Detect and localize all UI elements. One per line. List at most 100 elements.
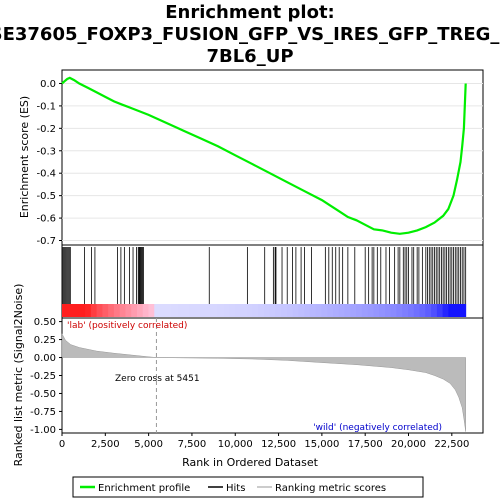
- ranked-bar-segment: [373, 304, 380, 317]
- ranked-bar-segment: [315, 304, 323, 317]
- es-panel-grid: [62, 82, 483, 242]
- legend-item-enrichment: Enrichment profile: [80, 483, 190, 494]
- metric-ytick-label: -0.50: [30, 389, 56, 400]
- ranked-bar-segment: [252, 304, 259, 317]
- ranked-bar-segment: [96, 304, 103, 317]
- ranked-bar-segment: [223, 304, 230, 317]
- metric-ytick-label: -0.25: [30, 371, 56, 382]
- enrichment-profile-line: [61, 76, 467, 235]
- ranked-bar-segment: [442, 304, 449, 317]
- x-tick-label: 12,500: [261, 439, 296, 450]
- ranked-bar-segment: [258, 304, 265, 317]
- ranked-bar-segment: [350, 304, 357, 317]
- ranked-bar-segment: [321, 304, 328, 317]
- legend-enrichment-label: Enrichment profile: [98, 483, 190, 494]
- ranked-bar-segment: [177, 304, 184, 317]
- ranked-bar-segment: [286, 304, 294, 317]
- ranked-bar-segment: [62, 304, 69, 317]
- ranked-bar-segment: [338, 304, 346, 317]
- negative-correlated-label: 'wild' (negatively correlated): [313, 423, 442, 433]
- positive-correlated-label: 'lab' (positively correlated): [67, 321, 187, 331]
- x-tick-label: 17,500: [348, 439, 383, 450]
- ranked-bar-segment: [333, 304, 340, 317]
- ranked-bar-segment: [136, 304, 144, 317]
- ranked-bar-segment: [194, 304, 201, 317]
- ranked-bar-segment: [240, 304, 248, 317]
- ranked-bar-segment: [344, 304, 351, 317]
- ranked-bar-segment: [142, 304, 150, 317]
- x-tick-label: 10,000: [218, 439, 253, 450]
- es-ytick-label: -0.1: [36, 101, 56, 112]
- legend-item-hits: Hits: [208, 483, 245, 494]
- ranked-bar-segment: [454, 304, 461, 317]
- es-panel-yticks: 0.0 -0.1 -0.2 -0.3 -0.4 -0.5 -0.6 -0.7: [36, 79, 62, 247]
- ranked-bar-segment: [90, 304, 98, 317]
- ranked-bar-segment: [275, 304, 282, 317]
- ranked-bar-segment: [200, 304, 207, 317]
- ranked-bar-segment: [131, 304, 138, 317]
- ranked-bar-segment: [108, 304, 115, 317]
- ranked-bar-segment: [229, 304, 236, 317]
- ranked-bar-segment: [119, 304, 126, 317]
- ranked-bar-segment: [425, 304, 432, 317]
- ranked-bar-segment: [85, 304, 92, 317]
- ranked-bar-segment: [309, 304, 317, 317]
- es-ytick-label: 0.0: [40, 79, 56, 90]
- es-panel-frame: [61, 69, 484, 246]
- ranked-bar-segment: [73, 304, 80, 317]
- metric-ytick-label: -0.75: [30, 407, 56, 418]
- es-ylabel: Enrichment score (ES): [18, 96, 31, 218]
- ranked-bar-segment: [327, 304, 334, 317]
- ranked-bar-segment: [171, 304, 178, 317]
- x-tick-label: 5,000: [134, 439, 163, 450]
- es-ytick-label: -0.4: [36, 169, 56, 180]
- x-tick-label: 15,000: [304, 439, 339, 450]
- ranked-bar-segment: [431, 304, 438, 317]
- ranked-bar-segment: [235, 304, 242, 317]
- x-axis-ticks: 0 2,500 5,000 7,500 10,000 12,500 15,000 17,500…: [59, 433, 469, 450]
- x-tick-label: 2,500: [91, 439, 120, 450]
- ranking-metric-area: [61, 333, 466, 432]
- ranked-bar-segment: [102, 304, 109, 317]
- ranked-bar-segment: [402, 304, 409, 317]
- x-tick-label: 22,500: [434, 439, 469, 450]
- ranked-bar-segment: [67, 304, 75, 317]
- ranked-bar-segment: [396, 304, 403, 317]
- es-ytick-label: -0.2: [36, 124, 56, 135]
- metric-ytick-label: 0.50: [34, 317, 56, 328]
- ranked-bar-segment: [379, 304, 386, 317]
- ranked-bar-segment: [269, 304, 276, 317]
- chart-title-line1: Enrichment plot:: [165, 2, 335, 23]
- legend-box: [72, 476, 424, 498]
- legend-item-ranking: Ranking metric scores: [257, 483, 386, 494]
- ranked-bar-segment: [211, 304, 219, 317]
- ranked-bar-segment: [436, 304, 444, 317]
- ranked-bar-segment: [281, 304, 288, 317]
- ranked-bar-segment: [390, 304, 397, 317]
- ranked-bar-segment: [419, 304, 426, 317]
- ranked-bar-segment: [459, 304, 467, 317]
- ranked-bar-segment: [356, 304, 363, 317]
- ranked-bar-segment: [165, 304, 173, 317]
- ranked-bar-segment: [384, 304, 392, 317]
- ranked-bar-segment: [183, 304, 190, 317]
- ranked-bar-segment: [160, 304, 167, 317]
- ranked-color-bar: [62, 304, 467, 317]
- metric-ytick-label: -1.00: [30, 425, 56, 436]
- ranked-bar-segment: [361, 304, 369, 317]
- ranked-bar-segment: [206, 304, 213, 317]
- metric-ytick-label: 0.00: [34, 353, 56, 364]
- legend-hits-label: Hits: [226, 483, 245, 494]
- ranked-bar-segment: [148, 304, 155, 317]
- ranked-bar-segment: [304, 304, 311, 317]
- ranked-bar-segment: [292, 304, 299, 317]
- ranked-bar-segment: [408, 304, 415, 317]
- x-tick-label: 20,000: [391, 439, 426, 450]
- chart-title-line3: 7BL6_UP: [206, 46, 293, 67]
- ranked-bar-segment: [125, 304, 132, 317]
- x-tick-label: 7,500: [178, 439, 207, 450]
- es-ytick-label: -0.6: [36, 214, 56, 225]
- ranked-bar-segment: [448, 304, 455, 317]
- x-axis-label: Rank in Ordered Dataset: [182, 456, 319, 469]
